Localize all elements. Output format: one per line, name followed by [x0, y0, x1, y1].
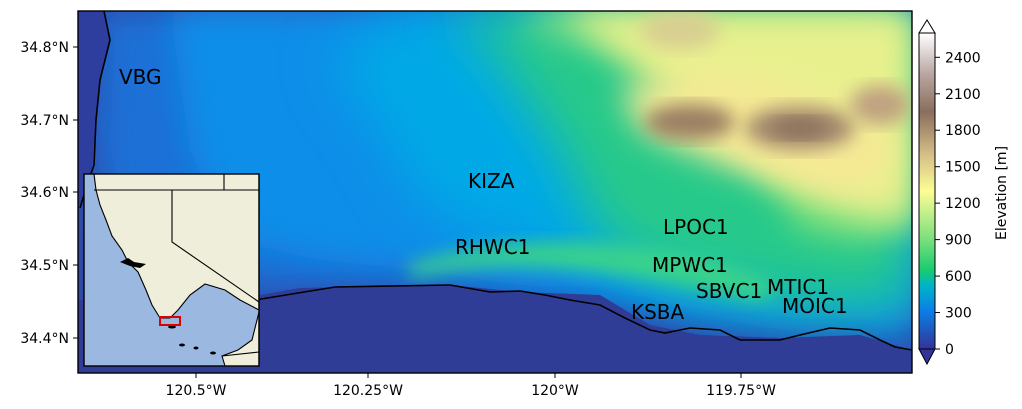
lat-label: 34.6°N	[20, 185, 69, 201]
station-label-lpoc1: LPOC1	[663, 215, 729, 239]
colorbar-label: Elevation [m]	[994, 146, 1010, 240]
station-label-kiza: KIZA	[468, 169, 515, 193]
station-labels: VBG KIZA LPOC1 RHWC1 MPWC1 SBVC1 MTIC1 M…	[119, 65, 848, 324]
colorbar-tick-label: 900	[945, 233, 972, 249]
colorbar-tick-label: 1200	[945, 196, 981, 212]
colorbar-tick-label: 0	[945, 342, 954, 358]
terrain-layer	[78, 11, 912, 373]
colorbar-tick-label: 1800	[945, 123, 981, 139]
station-label-mtic1: MTIC1	[767, 275, 829, 299]
lat-label: 34.5°N	[20, 258, 69, 274]
colorbar-tick-label: 600	[945, 269, 972, 285]
lon-label: 120.25°W	[333, 383, 403, 399]
colorbar-ticks: 0 300 600 900 1200 1500 1800 2100 2400	[935, 50, 981, 358]
station-label-ksba: KSBA	[631, 300, 685, 324]
lon-axis: 120.5°W 120.25°W 120°W 119.75°W	[166, 373, 776, 399]
study-area-box	[159, 316, 181, 326]
colorbar-tick-label: 2400	[945, 50, 981, 66]
station-label-sbvc1: SBVC1	[696, 279, 762, 303]
station-label-mpwc1: MPWC1	[652, 253, 728, 277]
lon-label: 120°W	[531, 383, 579, 399]
inset-california-map	[83, 173, 260, 367]
lon-label: 120.5°W	[166, 383, 227, 399]
lat-label: 34.4°N	[20, 331, 69, 347]
station-label-rhwc1: RHWC1	[455, 235, 530, 259]
lon-label: 119.75°W	[706, 383, 776, 399]
colorbar-tick-label: 1500	[945, 160, 981, 176]
lat-label: 34.7°N	[20, 113, 69, 129]
lat-axis: 34.8°N 34.7°N 34.6°N 34.5°N 34.4°N	[20, 40, 78, 347]
lat-label: 34.8°N	[20, 40, 69, 56]
colorbar-tick-label: 300	[945, 306, 972, 322]
colorbar: 0 300 600 900 1200 1500 1800 2100 2400 Elevation…	[918, 19, 1010, 366]
colorbar-tick-label: 2100	[945, 87, 981, 103]
station-label-vbg: VBG	[119, 65, 162, 89]
station-label-moic1: MOIC1	[782, 294, 848, 318]
